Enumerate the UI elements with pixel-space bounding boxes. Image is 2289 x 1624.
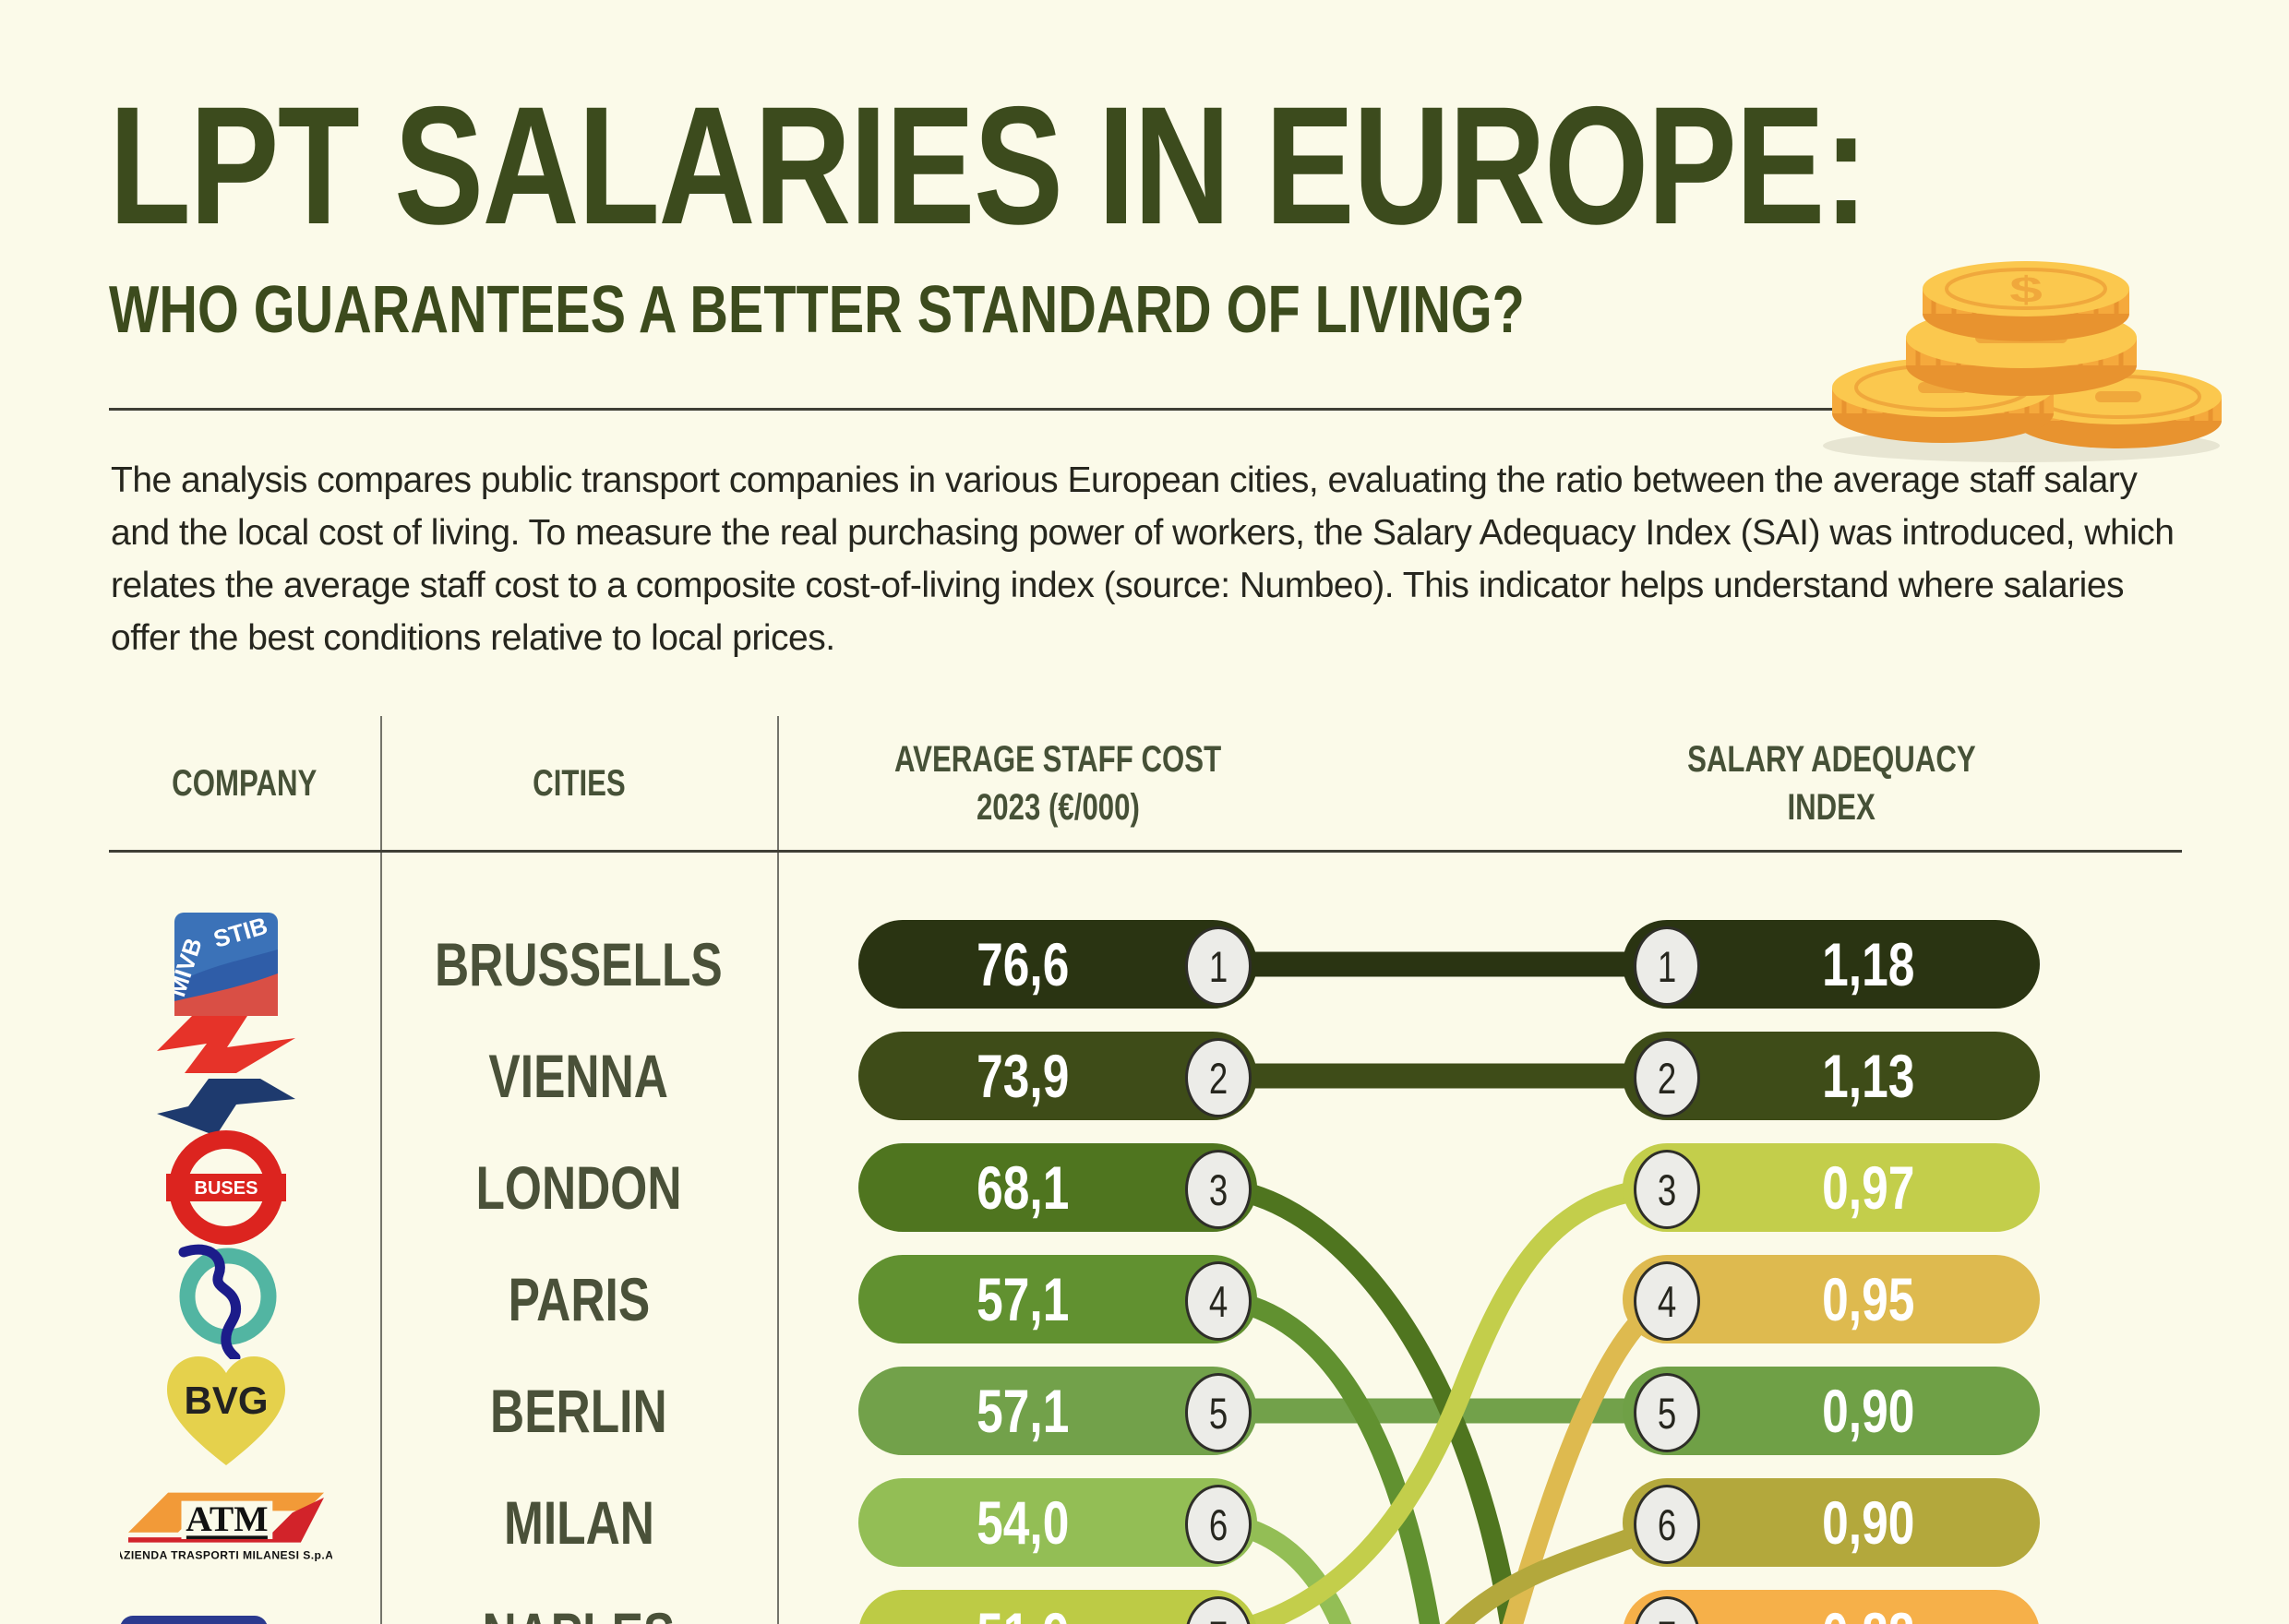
sai-value: 0,97 <box>1821 1153 1915 1222</box>
wiener-linien-logo <box>157 1016 295 1136</box>
salary-adequacy-pill: 3 0,97 <box>1623 1143 2040 1232</box>
column-header-salary-adequacy-index: SALARY ADEQUACY INDEX <box>1686 739 1976 828</box>
city-label: LONDON <box>475 1153 682 1222</box>
avg-staff-cost-pill: 51,9 7 <box>858 1590 1257 1624</box>
table-row: PARIS 57,1 4 4 0,95 <box>0 1244 2289 1359</box>
cost-rank-badge: 6 <box>1185 1485 1252 1564</box>
avg-staff-cost-pill: 57,1 4 <box>858 1255 1257 1343</box>
table-row: anm AZIENDA NAPLES 51,9 7 7 0,88 <box>0 1590 2289 1624</box>
rank-connector <box>1216 1512 1352 1624</box>
company-logo-box: STIB MIVB <box>120 913 332 1016</box>
svg-text:ATM: ATM <box>186 1499 268 1539</box>
table-row: BVG BERLIN 57,1 5 5 0,90 <box>0 1356 2289 1465</box>
column-header-company: COMPANY <box>172 763 318 804</box>
city-label: PARIS <box>508 1265 650 1333</box>
avg-staff-cost-value: 68,1 <box>976 1153 1070 1222</box>
avg-staff-cost-value: 51,9 <box>858 1590 1187 1624</box>
rank-connector <box>1216 1177 1668 1624</box>
avg-staff-cost-value: 54,0 <box>976 1488 1070 1557</box>
intro-line: The analysis compares public transport c… <box>111 460 2138 500</box>
stib-mivb-logo: STIB MIVB <box>174 913 278 1016</box>
intro-paragraph: The analysis compares public transport c… <box>111 454 2175 664</box>
table-row: BUSES LONDON 68,1 3 3 0,97 <box>0 1130 2289 1245</box>
column-divider <box>777 716 779 1624</box>
sai-value: 1,18 <box>1821 930 1915 998</box>
avg-staff-cost-pill: 76,6 1 <box>858 920 1257 1009</box>
sai-rank-badge: 7 <box>1634 1596 1700 1624</box>
intro-line: and the local cost of living. To measure… <box>111 513 2175 553</box>
avg-staff-cost-pill: 73,9 2 <box>858 1032 1257 1120</box>
avg-staff-cost-value: 76,6 <box>976 930 1070 998</box>
atm-logo: ATM AZIENDA TRASPORTI MILANESI S.p.A. <box>120 1492 332 1562</box>
sai-rank-badge: 3 <box>1634 1150 1700 1229</box>
salary-adequacy-pill: 4 0,95 <box>1623 1255 2040 1343</box>
anm-logo: anm AZIENDA <box>120 1616 268 1624</box>
table-row: STIB MIVB BRUSSELLS 76,6 1 1 1,18 <box>0 913 2289 1016</box>
avg-staff-cost-value: 57,1 <box>976 1377 1070 1445</box>
cost-rank-badge: 5 <box>1185 1373 1252 1452</box>
sai-value: 1,13 <box>1821 1042 1915 1110</box>
cost-rank-badge: 2 <box>1185 1038 1252 1117</box>
sai-value: 0,95 <box>1821 1265 1915 1333</box>
sai-value: 0,90 <box>1821 1488 1915 1557</box>
avg-staff-cost-value: 73,9 <box>976 1042 1070 1110</box>
column-divider <box>380 716 382 1624</box>
column-header-cities: CITIES <box>532 763 626 804</box>
cost-rank-badge: 1 <box>1185 926 1252 1006</box>
company-logo-box: BVG <box>120 1356 332 1465</box>
rank-connector <box>1216 1289 1441 1624</box>
city-label: BERLIN <box>490 1377 667 1445</box>
sai-rank-badge: 1 <box>1634 926 1700 1006</box>
svg-text:AZIENDA TRASPORTI MILANESI S.p: AZIENDA TRASPORTI MILANESI S.p.A. <box>120 1549 332 1562</box>
sai-value: 0,90 <box>1821 1377 1915 1445</box>
london-buses-logo: BUSES <box>166 1130 286 1245</box>
dollar-glyph: $ <box>2009 269 2043 310</box>
salary-adequacy-pill: 5 0,90 <box>1623 1367 2040 1455</box>
sai-rank-badge: 4 <box>1634 1261 1700 1341</box>
table-row: VIENNA 73,9 2 2 1,13 <box>0 1016 2289 1136</box>
svg-text:BVG: BVG <box>184 1379 268 1422</box>
company-logo-box <box>120 1016 332 1136</box>
avg-staff-cost-pill: 57,1 5 <box>858 1367 1257 1455</box>
svg-text:BUSES: BUSES <box>195 1178 258 1199</box>
company-logo-box: ATM AZIENDA TRASPORTI MILANESI S.p.A. <box>120 1478 332 1567</box>
coin-top: $ <box>1923 261 2129 341</box>
city-label: MILAN <box>503 1488 654 1557</box>
company-logo-box: BUSES <box>120 1130 332 1245</box>
intro-line: relates the average staff cost to a comp… <box>111 566 2125 605</box>
sai-rank-badge: 2 <box>1634 1038 1700 1117</box>
coins-icon: $ <box>1823 261 2222 462</box>
city-label: BRUSSELLS <box>435 930 723 998</box>
sai-rank-badge: 6 <box>1634 1485 1700 1564</box>
salary-adequacy-pill: 2 1,13 <box>1623 1032 2040 1120</box>
column-header-avg-staff-cost: AVERAGE STAFF COST 2023 (€/000) <box>893 739 1222 828</box>
header-divider <box>109 850 2182 853</box>
sai-value: 0,88 <box>1711 1590 2025 1624</box>
city-label: NAPLES <box>380 1590 777 1624</box>
cost-rank-badge: 3 <box>1185 1150 1252 1229</box>
salary-adequacy-pill: 7 0,88 <box>1623 1590 2040 1624</box>
subtitle-divider <box>109 408 2217 411</box>
avg-staff-cost-pill: 68,1 3 <box>858 1143 1257 1232</box>
bvg-logo: BVG <box>167 1356 285 1465</box>
cost-rank-badge: 4 <box>1185 1261 1252 1341</box>
avg-staff-cost-pill: 54,0 6 <box>858 1478 1257 1567</box>
intro-line: offer the best conditions relative to lo… <box>111 618 835 658</box>
page-title: LPT SALARIES IN EUROPE: <box>109 71 1868 259</box>
page-subtitle: WHO GUARANTEES A BETTER STANDARD OF LIVI… <box>109 273 1525 347</box>
table-row: ATM AZIENDA TRASPORTI MILANESI S.p.A. MI… <box>0 1478 2289 1567</box>
ratp-logo <box>178 1244 277 1359</box>
city-label: VIENNA <box>488 1042 669 1110</box>
salary-adequacy-pill: 1 1,18 <box>1623 920 2040 1009</box>
company-logo-box: anm AZIENDA <box>120 1590 332 1624</box>
company-logo-box <box>120 1244 332 1359</box>
salary-adequacy-pill: 6 0,90 <box>1623 1478 2040 1567</box>
sai-rank-badge: 5 <box>1634 1373 1700 1452</box>
avg-staff-cost-value: 57,1 <box>976 1265 1070 1333</box>
cost-rank-badge: 7 <box>1185 1596 1252 1624</box>
